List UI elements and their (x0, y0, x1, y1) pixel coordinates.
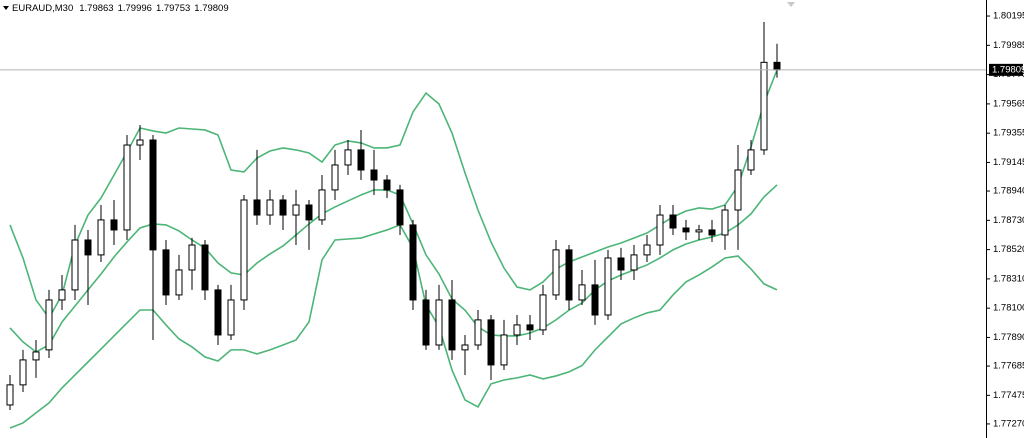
candle-body (318, 189, 326, 221)
candle-body (539, 294, 547, 331)
candle-body (578, 284, 586, 301)
candle-body (682, 227, 690, 233)
candle-body (526, 324, 534, 331)
candle-body (461, 344, 469, 351)
candle-body (305, 204, 313, 221)
candle-body (565, 249, 573, 301)
candle-body (110, 219, 118, 231)
chart-header: EURAUD,M30 1.79863 1.79996 1.79753 1.79809 (12, 3, 229, 14)
header-triangle (3, 6, 9, 10)
header-low: 1.79753 (156, 3, 190, 14)
candle-body (292, 204, 300, 216)
candle-body (32, 351, 40, 361)
candle-body (487, 319, 495, 366)
candle-body (201, 244, 209, 291)
candle-body (6, 384, 14, 406)
candle-body (552, 249, 560, 296)
candle-body (188, 244, 196, 271)
y-tick-label: 1.78730 (993, 215, 1024, 226)
header-open: 1.79863 (79, 3, 113, 14)
y-tick-label: 1.80195 (993, 11, 1024, 22)
candle-body (760, 61, 768, 151)
band-line (9, 223, 778, 429)
y-tick-label: 1.77270 (993, 418, 1024, 429)
candle-body (695, 229, 703, 233)
candle-body (97, 219, 105, 256)
symbol: EURAUD,M30 (12, 3, 73, 14)
y-tick-label: 1.78940 (993, 186, 1024, 197)
last-price-label: 1.79809 (992, 64, 1024, 75)
candle-body (409, 224, 417, 301)
y-tick-label: 1.78100 (993, 303, 1024, 314)
candle-body (149, 139, 157, 251)
candle-body (448, 299, 456, 351)
candle-body (162, 249, 170, 296)
candle-body (630, 254, 638, 271)
candle-body (71, 239, 79, 291)
candle-body (591, 284, 599, 316)
candle-body (643, 244, 651, 256)
header-high: 1.79996 (118, 3, 152, 14)
header-close: 1.79809 (194, 3, 228, 14)
y-tick-label: 1.78310 (993, 273, 1024, 284)
band-line (9, 184, 778, 353)
candle-body (617, 257, 625, 271)
candle-body (604, 257, 612, 316)
candle-body (136, 139, 144, 146)
candle-body (669, 214, 677, 229)
candle-body (214, 289, 222, 336)
candle-body (227, 299, 235, 336)
y-tick-label: 1.77475 (993, 390, 1024, 401)
candle-body (734, 169, 742, 211)
candle-body (266, 199, 274, 216)
candle-body (513, 324, 521, 336)
last-price-box (989, 63, 1023, 76)
candle-body (344, 149, 352, 166)
candle-body (58, 289, 66, 301)
band-line (9, 69, 778, 320)
candle-body (656, 214, 664, 246)
candle-body (474, 319, 482, 346)
candle-body (396, 189, 404, 226)
y-tick-label: 1.79355 (993, 128, 1024, 139)
candle-body (708, 229, 716, 236)
y-tick-label: 1.78520 (993, 244, 1024, 255)
candle-body (279, 199, 287, 216)
candle-body (435, 299, 443, 346)
candle-body (240, 199, 248, 301)
y-tick-label: 1.79985 (993, 40, 1024, 51)
candle-body (253, 199, 261, 216)
y-tick-label: 1.79565 (993, 98, 1024, 109)
candle-body (500, 334, 508, 366)
candle-body (45, 299, 53, 351)
candle-body (383, 179, 391, 191)
candle-body (84, 239, 92, 256)
shift-marker (787, 2, 795, 7)
candle-body (19, 359, 27, 386)
y-tick-label: 1.77890 (993, 332, 1024, 343)
candle-body (721, 209, 729, 236)
candle-body (370, 169, 378, 181)
candle-body (747, 149, 755, 171)
y-tick-label: 1.77685 (993, 361, 1024, 372)
candle-body (422, 299, 430, 346)
candle-body (123, 144, 131, 231)
candle-body (357, 149, 365, 171)
candle-body (175, 269, 183, 296)
y-tick-label: 1.79145 (993, 157, 1024, 168)
candle-body (331, 164, 339, 191)
candle-body (773, 61, 781, 71)
